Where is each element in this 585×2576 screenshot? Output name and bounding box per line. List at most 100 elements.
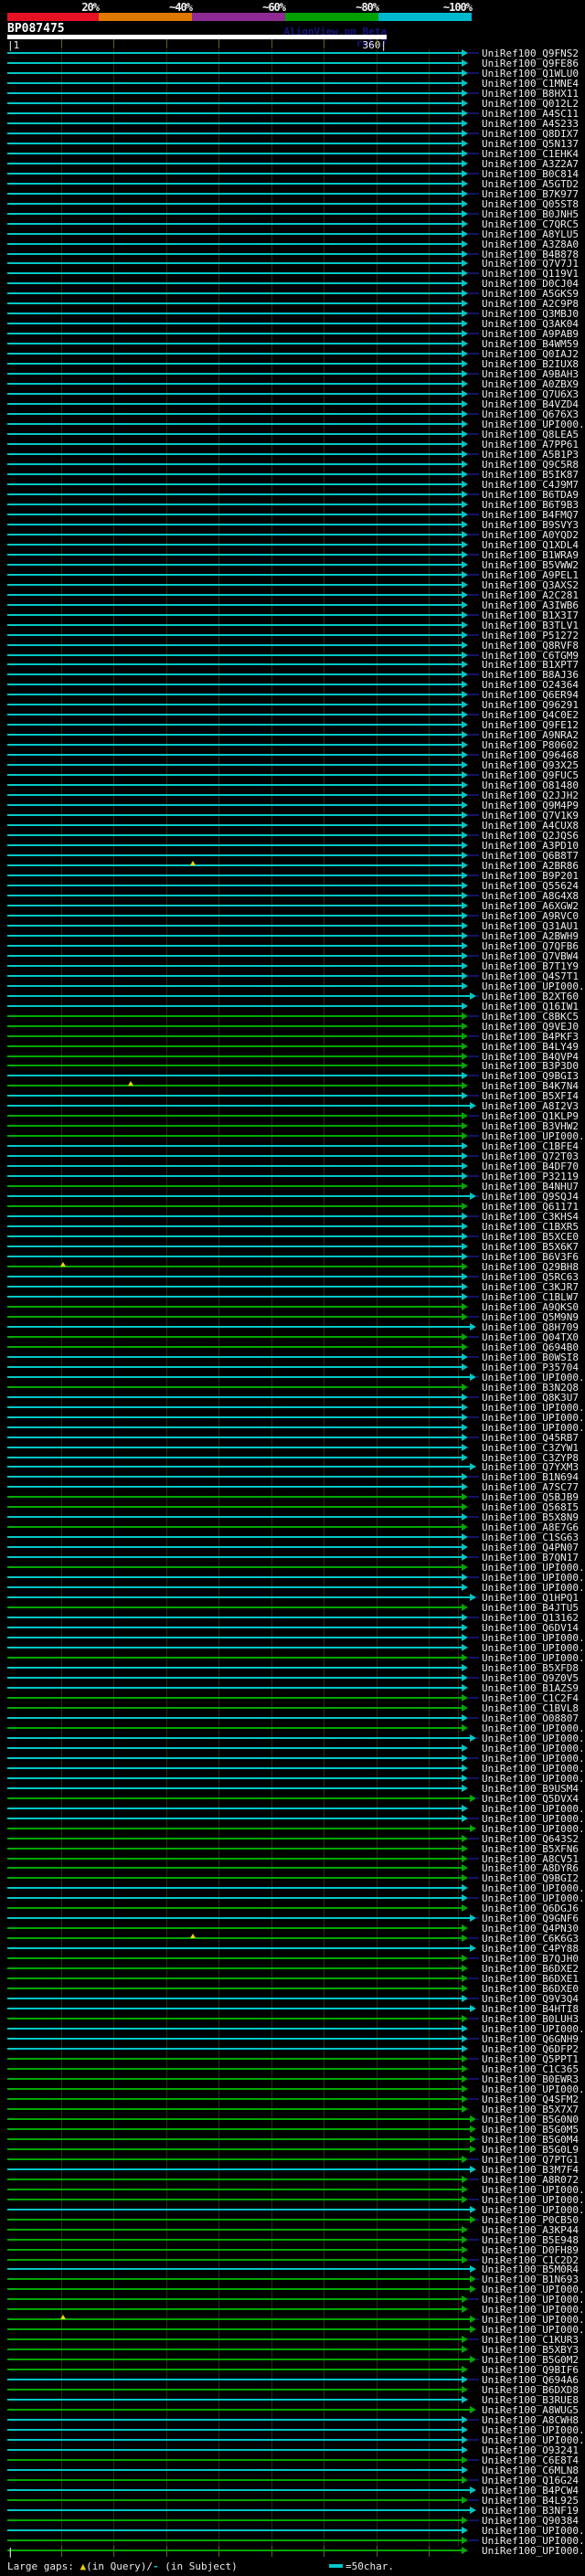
hit-label[interactable]: UniRef100_Q7QFB6 xyxy=(482,940,579,952)
hit-arrow-icon[interactable] xyxy=(462,1543,468,1551)
hit-arrow-icon[interactable] xyxy=(462,1754,468,1762)
hit-line[interactable] xyxy=(7,714,462,716)
hit-arrow-icon[interactable] xyxy=(462,982,468,990)
hit-label[interactable]: UniRef100_C8BKC5 xyxy=(482,1011,579,1023)
hit-label[interactable]: UniRef100_Q9C5R8 xyxy=(482,459,579,471)
hit-arrow-icon[interactable] xyxy=(462,310,468,317)
hit-label[interactable]: UniRef100_B5XCE0 xyxy=(482,1231,579,1243)
hit-arrow-icon[interactable] xyxy=(462,250,468,258)
hit-label[interactable]: UniRef100_A9RVC0 xyxy=(482,910,579,922)
hit-label[interactable]: UniRef100_B4NHU7 xyxy=(482,1181,579,1193)
hit-line[interactable] xyxy=(7,2549,462,2551)
hit-line[interactable] xyxy=(7,302,462,304)
hit-line[interactable] xyxy=(7,1416,462,1418)
hit-arrow-icon[interactable] xyxy=(470,2326,476,2333)
hit-arrow-icon[interactable] xyxy=(462,130,468,137)
hit-line[interactable] xyxy=(7,473,462,475)
hit-arrow-icon[interactable] xyxy=(462,290,468,297)
hit-line[interactable] xyxy=(7,1947,470,1949)
hit-line[interactable] xyxy=(7,413,462,415)
hit-arrow-icon[interactable] xyxy=(462,80,468,87)
hit-label[interactable]: UniRef100_Q5N137 xyxy=(482,138,579,150)
hit-label[interactable]: UniRef100_A7PP61 xyxy=(482,439,579,451)
hit-label[interactable]: UniRef100_Q93X25 xyxy=(482,759,579,771)
hit-arrow-icon[interactable] xyxy=(462,1955,468,1962)
hit-arrow-icon[interactable] xyxy=(462,100,468,107)
hit-line[interactable] xyxy=(7,1727,462,1729)
hit-arrow-icon[interactable] xyxy=(462,862,468,869)
hit-label[interactable]: UniRef100_Q1HPQ1 xyxy=(482,1592,579,1604)
hit-arrow-icon[interactable] xyxy=(462,1313,468,1320)
hit-label[interactable]: UniRef100_B6T9B3 xyxy=(482,499,579,511)
hit-arrow-icon[interactable] xyxy=(470,992,476,1000)
hit-arrow-icon[interactable] xyxy=(462,230,468,238)
hit-arrow-icon[interactable] xyxy=(462,2015,468,2022)
hit-arrow-icon[interactable] xyxy=(462,69,468,77)
hit-arrow-icon[interactable] xyxy=(462,661,468,668)
hit-arrow-icon[interactable] xyxy=(470,2265,476,2273)
hit-label[interactable]: UniRef100_Q1WLU0 xyxy=(482,68,579,80)
hit-label[interactable]: UniRef100_UPI000.. xyxy=(482,1130,585,1142)
hit-arrow-icon[interactable] xyxy=(462,1744,468,1752)
hit-arrow-icon[interactable] xyxy=(462,59,468,67)
hit-arrow-icon[interactable] xyxy=(462,581,468,588)
hit-arrow-icon[interactable] xyxy=(462,621,468,629)
hit-label[interactable]: UniRef100_B1XPT7 xyxy=(482,659,579,671)
hit-label[interactable]: UniRef100_D0FH89 xyxy=(482,2244,579,2256)
hit-label[interactable]: UniRef100_B3TLV1 xyxy=(482,620,579,631)
hit-label[interactable]: UniRef100_UPI000.. xyxy=(482,1892,585,1904)
hit-arrow-icon[interactable] xyxy=(462,601,468,609)
hit-arrow-icon[interactable] xyxy=(462,1072,468,1079)
hit-label[interactable]: UniRef100_B5G0L9 xyxy=(482,2144,579,2156)
hit-line[interactable] xyxy=(7,1566,462,1568)
hit-label[interactable]: UniRef100_C6E8T4 xyxy=(482,2454,579,2466)
hit-label[interactable]: UniRef100_B6V3F6 xyxy=(482,1251,579,1263)
hit-label[interactable]: UniRef100_B4PCW4 xyxy=(482,2485,579,2496)
hit-label[interactable]: UniRef100_B5XBY3 xyxy=(482,2344,579,2356)
hit-line[interactable] xyxy=(7,1466,470,1468)
hit-label[interactable]: UniRef100_UPI000.. xyxy=(482,2535,585,2547)
hit-line[interactable] xyxy=(7,694,462,695)
hit-line[interactable] xyxy=(7,1376,470,1378)
hit-arrow-icon[interactable] xyxy=(462,1152,468,1160)
hit-line[interactable] xyxy=(7,1838,462,1839)
hit-label[interactable]: UniRef100_B5X6K7 xyxy=(482,1241,579,1253)
hit-line[interactable] xyxy=(7,1015,462,1017)
hit-line[interactable] xyxy=(7,1246,462,1247)
hit-arrow-icon[interactable] xyxy=(462,741,468,748)
hit-arrow-icon[interactable] xyxy=(462,1424,468,1431)
hit-arrow-icon[interactable] xyxy=(462,1975,468,1982)
hit-label[interactable]: UniRef100_A8DYR6 xyxy=(482,1862,579,1874)
hit-label[interactable]: UniRef100_B5X8N9 xyxy=(482,1511,579,1523)
hit-label[interactable]: UniRef100_UPI000.. xyxy=(482,1763,585,1775)
hit-arrow-icon[interactable] xyxy=(462,652,468,659)
hit-arrow-icon[interactable] xyxy=(470,2486,476,2494)
hit-line[interactable] xyxy=(7,734,462,736)
hit-arrow-icon[interactable] xyxy=(470,1594,476,1601)
hit-arrow-icon[interactable] xyxy=(462,1904,468,1912)
hit-line[interactable] xyxy=(7,1476,462,1478)
hit-line[interactable] xyxy=(7,1256,462,1257)
hit-label[interactable]: UniRef100_A2BR86 xyxy=(482,860,579,872)
hit-line[interactable] xyxy=(7,905,462,906)
hit-line[interactable] xyxy=(7,1145,462,1147)
hit-arrow-icon[interactable] xyxy=(470,2275,476,2283)
hit-line[interactable] xyxy=(7,504,462,505)
hit-label[interactable]: UniRef100_C1C2D2 xyxy=(482,2254,579,2266)
hit-label[interactable]: UniRef100_C6TGM9 xyxy=(482,650,579,662)
hit-label[interactable]: UniRef100_Q8LEA5 xyxy=(482,429,579,440)
hit-line[interactable] xyxy=(7,1085,462,1087)
hit-line[interactable] xyxy=(7,1296,462,1298)
hit-arrow-icon[interactable] xyxy=(462,1513,468,1521)
hit-arrow-icon[interactable] xyxy=(462,2156,468,2163)
hit-line[interactable] xyxy=(7,1366,462,1368)
hit-arrow-icon[interactable] xyxy=(470,1795,476,1802)
hit-line[interactable] xyxy=(7,1306,462,1308)
hit-arrow-icon[interactable] xyxy=(462,711,468,718)
hit-arrow-icon[interactable] xyxy=(462,731,468,738)
hit-line[interactable] xyxy=(7,262,462,264)
hit-label[interactable]: UniRef100_Q1KLP9 xyxy=(482,1110,579,1122)
hit-label[interactable]: UniRef100_Q96468 xyxy=(482,749,579,761)
hit-line[interactable] xyxy=(7,804,462,806)
hit-line[interactable] xyxy=(7,1787,462,1789)
